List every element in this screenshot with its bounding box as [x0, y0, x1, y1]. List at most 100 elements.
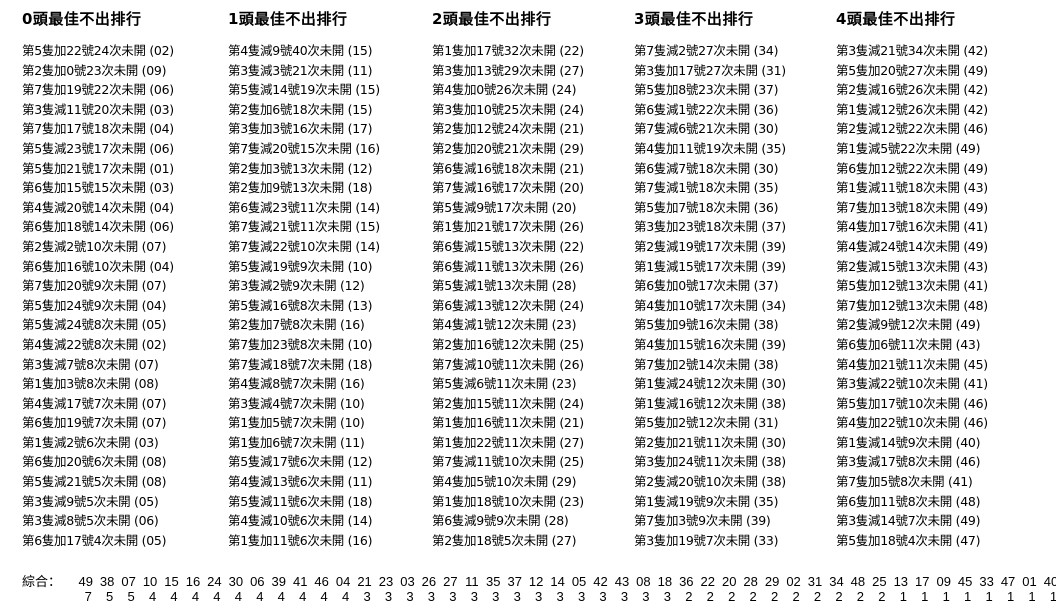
list-item: 第1隻減2號6次未開 (03) [22, 434, 159, 450]
list-item: 第5隻加18號4次未開 (47) [836, 532, 981, 548]
summary-count: 3 [470, 589, 478, 604]
list-item: 第3隻加13號29次未開 (27) [432, 62, 584, 78]
list-item: 第4隻減8號7次未開 (16) [228, 376, 365, 392]
list-item: 第1隻減12號26次未開 (42) [836, 101, 988, 117]
summary-number: 23 [378, 574, 394, 589]
summary-count: 3 [535, 589, 543, 604]
summary-stat: 33 1 [976, 574, 997, 604]
list-item: 第2隻加15號11次未開 (24) [432, 395, 584, 411]
list-item: 第4隻加22號10次未開 (46) [836, 415, 988, 431]
summary-count: 3 [663, 589, 671, 604]
list-item: 第2隻減20號10次未開 (38) [634, 474, 786, 490]
summary-stat: 45 1 [954, 574, 975, 604]
list-item: 第6隻加0號17次未開 (37) [634, 278, 779, 294]
summary-stat: 13 1 [890, 574, 911, 604]
summary-stat: 30 4 [225, 574, 246, 604]
list-item: 第2隻加3號13次未開 (12) [228, 160, 373, 176]
summary-number: 04 [335, 574, 351, 589]
list-item: 第3隻減9號5次未開 (05) [22, 493, 159, 509]
list-item: 第6隻減15號13次未開 (22) [432, 238, 584, 254]
list-item: 第4隻減20號14次未開 (04) [22, 199, 174, 215]
summary-stat: 31 2 [804, 574, 825, 604]
list-item: 第6隻加20號6次未開 (08) [22, 454, 167, 470]
list-item: 第2隻加20號21次未開 (29) [432, 140, 584, 156]
list-item: 第2隻加0號23次未開 (09) [22, 62, 167, 78]
list-item: 第2隻減19號17次未開 (39) [634, 238, 786, 254]
summary-count: 2 [706, 589, 714, 604]
summary-number: 06 [250, 574, 265, 589]
list-item: 第7隻減10號11次未開 (26) [432, 356, 584, 372]
list-item: 第3隻加17號27次未開 (31) [634, 62, 786, 78]
list-item: 第6隻減23號11次未開 (14) [228, 199, 380, 215]
list-item: 第3隻加3號16次未開 (17) [228, 121, 373, 137]
summary-stat: 41 4 [290, 574, 311, 604]
summary-stat: 07 5 [118, 574, 139, 604]
list-item: 第6隻加12號22次未開 (49) [836, 160, 988, 176]
list-item: 第4隻加15號16次未開 (39) [634, 336, 786, 352]
summary-number: 03 [400, 574, 415, 589]
list-item: 第2隻加9號13次未開 (18) [228, 180, 373, 196]
summary-number: 49 [78, 574, 93, 589]
summary-count: 3 [427, 589, 436, 604]
list-item: 第5隻減24號8次未開 (05) [22, 317, 167, 333]
list-item: 第7隻加3號9次未開 (39) [634, 513, 771, 529]
list-item: 第5隻減19號9次未開 (10) [228, 258, 373, 274]
list-item: 第6隻減1號22次未開 (36) [634, 101, 779, 117]
summary-stat: 43 3 [611, 574, 632, 604]
list-item: 第5隻減11號6次未開 (18) [228, 493, 373, 509]
list-item: 第7隻加19號22次未開 (06) [22, 82, 174, 98]
list-item: 第1隻加6號7次未開 (11) [228, 434, 365, 450]
summary-stat: 08 3 [633, 574, 654, 604]
list-item: 第1隻加18號10次未開 (23) [432, 493, 584, 509]
summary-count: 4 [234, 589, 242, 604]
list-item: 第1隻加22號11次未開 (27) [432, 434, 584, 450]
summary-count: 3 [449, 589, 457, 604]
summary-stat: 09 1 [933, 574, 954, 604]
summary-stat: 29 2 [761, 574, 782, 604]
list-item: 第5隻減1號13次未開 (28) [432, 278, 577, 294]
list-item: 第7隻減1號18次未開 (35) [634, 180, 779, 196]
summary-stat: 27 3 [440, 574, 461, 604]
summary-number: 26 [421, 574, 437, 589]
summary-count: 4 [320, 589, 328, 604]
list-item: 第1隻減5號22次未開 (49) [836, 140, 981, 156]
summary-count: 3 [384, 589, 393, 604]
summary-count: 2 [792, 589, 800, 604]
summary-count: 3 [556, 589, 564, 604]
summary-count: 3 [513, 589, 521, 604]
summary-number: 18 [657, 574, 673, 589]
summary-stat: 40 1 [1040, 574, 1056, 604]
summary-label: 綜合： [22, 575, 62, 590]
list-item: 第7隻加12號13次未開 (48) [836, 297, 988, 313]
list-item: 第3隻減8號5次未開 (06) [22, 513, 159, 529]
summary-number: 02 [786, 574, 801, 589]
list-item: 第2隻減12號22次未開 (46) [836, 121, 988, 137]
list-item: 第4隻減24號14次未開 (49) [836, 238, 988, 254]
summary-stat: 04 4 [332, 574, 353, 604]
summary-count: 4 [341, 589, 350, 604]
summary-count: 4 [256, 589, 264, 604]
list-item: 第2隻加12號24次未開 (21) [432, 121, 584, 137]
list-item: 第3隻加10號25次未開 (24) [432, 101, 584, 117]
summary-count: 3 [492, 589, 500, 604]
summary-stat: 48 2 [847, 574, 868, 604]
summary-number: 31 [807, 574, 823, 589]
list-item: 第1隻減15號17次未開 (39) [634, 258, 786, 274]
ranking-list: 第1隻加17號32次未開 (22) 第3隻加13號29次未開 (27) 第4隻加0號… [432, 41, 584, 550]
summary-number: 41 [292, 574, 308, 589]
summary-count: 4 [277, 589, 285, 604]
summary-stat: 22 2 [697, 574, 718, 604]
list-item: 第2隻減9號12次未開 (49) [836, 317, 981, 333]
list-item: 第5隻減17號6次未開 (12) [228, 454, 373, 470]
summary-number: 43 [614, 574, 630, 589]
list-item: 第3隻減14號7次未開 (49) [836, 513, 981, 529]
summary-number: 33 [979, 574, 994, 589]
list-item: 第4隻加11號19次未開 (35) [634, 140, 786, 156]
summary-count: 2 [856, 589, 865, 604]
summary-stat: 39 4 [268, 574, 289, 604]
summary-number: 21 [357, 574, 372, 589]
list-item: 第3隻加23號18次未開 (37) [634, 219, 786, 235]
list-item: 第3隻減22號10次未開 (41) [836, 376, 988, 392]
summary-count: 3 [642, 589, 650, 604]
list-item: 第1隻加17號32次未開 (22) [432, 43, 584, 58]
